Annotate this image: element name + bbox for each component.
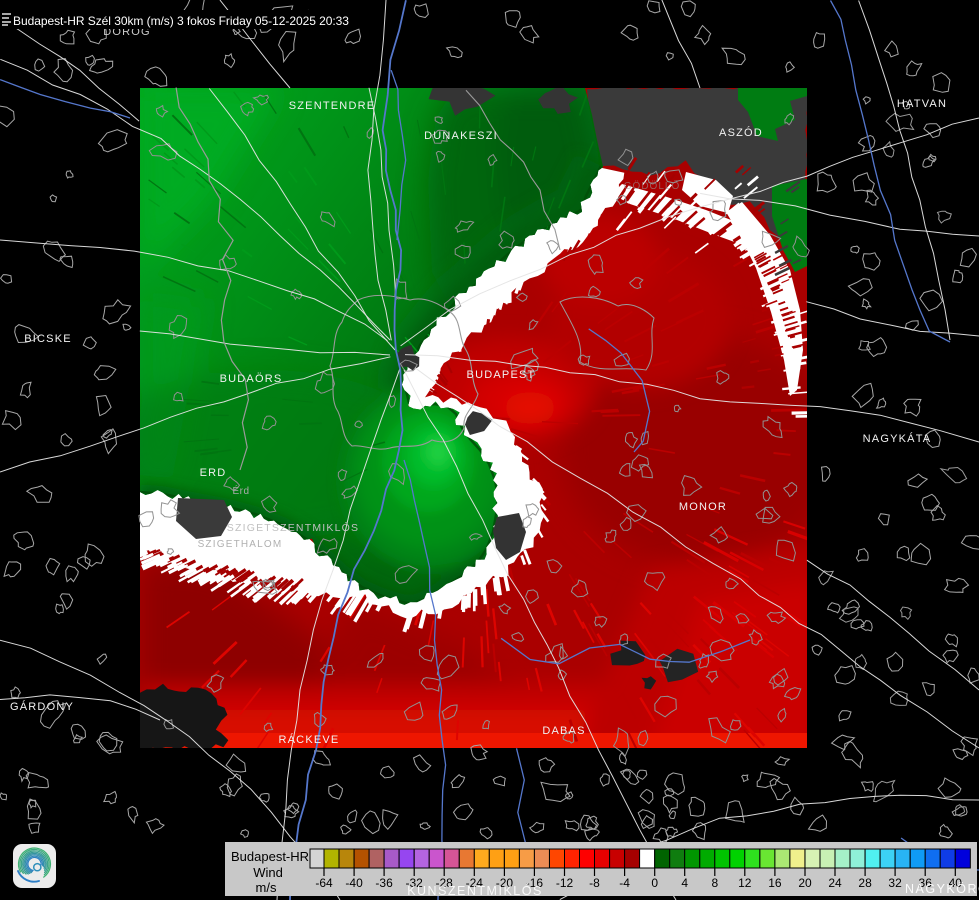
- svg-text:NAGYKÖRÖS: NAGYKÖRÖS: [905, 882, 979, 896]
- svg-text:-32: -32: [406, 876, 424, 890]
- svg-text:MONOR: MONOR: [679, 501, 727, 513]
- svg-text:28: 28: [858, 876, 872, 890]
- svg-text:0: 0: [651, 876, 658, 890]
- svg-text:16: 16: [768, 876, 782, 890]
- svg-text:Érd: Érd: [232, 484, 249, 497]
- svg-text:SZIGETHALOM: SZIGETHALOM: [198, 539, 283, 550]
- svg-text:-40: -40: [345, 876, 363, 890]
- svg-text:36: 36: [919, 876, 933, 890]
- svg-text:NAGYKÁTA: NAGYKÁTA: [863, 432, 932, 445]
- svg-text:-36: -36: [375, 876, 393, 890]
- svg-text:SZENTENDRE: SZENTENDRE: [289, 100, 376, 112]
- svg-text:RÁCKEVE: RÁCKEVE: [279, 733, 340, 746]
- svg-text:Budapest-HR: Budapest-HR: [231, 849, 309, 864]
- svg-text:-16: -16: [526, 876, 544, 890]
- svg-text:KUNSZENTMIKLÓS: KUNSZENTMIKLÓS: [407, 883, 543, 898]
- svg-text:4: 4: [681, 876, 688, 890]
- svg-text:SZIGETSZENTMIKLÓS: SZIGETSZENTMIKLÓS: [227, 521, 359, 534]
- svg-text:8: 8: [711, 876, 718, 890]
- svg-text:32: 32: [888, 876, 902, 890]
- svg-text:40: 40: [949, 876, 963, 890]
- svg-text:-64: -64: [315, 876, 333, 890]
- svg-text:Budapest-HR Szél 30km (m/s) 3: Budapest-HR Szél 30km (m/s) 3 fokos Frid…: [13, 14, 349, 28]
- svg-text:HATVAN: HATVAN: [897, 98, 947, 110]
- svg-text:12: 12: [738, 876, 752, 890]
- svg-text:24: 24: [828, 876, 842, 890]
- svg-text:BUDAÖRS: BUDAÖRS: [220, 373, 283, 385]
- svg-text:-8: -8: [589, 876, 600, 890]
- svg-text:GÁRDONY: GÁRDONY: [10, 700, 74, 713]
- svg-text:DUNAKESZI: DUNAKESZI: [424, 130, 498, 142]
- svg-text:20: 20: [798, 876, 812, 890]
- svg-text:ASZÓD: ASZÓD: [719, 126, 763, 139]
- svg-text:GÖDÖLLŐ: GÖDÖLLŐ: [624, 178, 680, 192]
- svg-text:BICSKE: BICSKE: [24, 333, 72, 345]
- svg-text:-20: -20: [496, 876, 514, 890]
- svg-text:m/s: m/s: [256, 880, 277, 895]
- svg-text:-24: -24: [466, 876, 484, 890]
- svg-text:-12: -12: [556, 876, 574, 890]
- svg-text:Wind: Wind: [253, 865, 283, 880]
- svg-text:BUDAPEST: BUDAPEST: [467, 369, 536, 381]
- svg-text:-28: -28: [436, 876, 454, 890]
- svg-text:-4: -4: [619, 876, 630, 890]
- svg-text:DABAS: DABAS: [542, 725, 585, 737]
- svg-text:ERD: ERD: [200, 467, 227, 479]
